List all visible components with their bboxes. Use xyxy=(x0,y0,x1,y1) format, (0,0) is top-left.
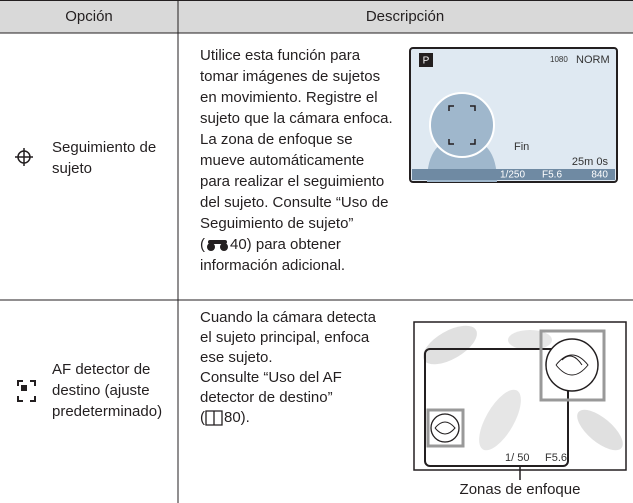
description-line: Seguimiento de sujeto” xyxy=(200,215,353,232)
screen-text: Fin xyxy=(514,141,529,153)
description-line: Utilice esta función para xyxy=(200,47,361,64)
description-line: ( xyxy=(200,409,205,426)
description-line: 80). xyxy=(224,409,250,426)
screen-text: 840 xyxy=(591,170,608,181)
header-cell: Descripción xyxy=(366,8,444,25)
screen-text: F5.6 xyxy=(545,452,567,464)
header-cell: Opción xyxy=(65,8,113,25)
screen-text: 1080 xyxy=(550,55,568,64)
header-bg xyxy=(0,0,633,33)
target-icon xyxy=(17,380,36,402)
description-line: ese sujeto. xyxy=(200,349,273,366)
book-icon xyxy=(205,410,223,426)
option-text: Seguimiento de xyxy=(52,139,156,156)
screen-text: F5.6 xyxy=(542,170,562,181)
description-line: 40) para obtener xyxy=(230,236,341,253)
option-text: sujeto xyxy=(52,160,92,177)
tracking-icon xyxy=(15,148,33,166)
screen-text: P xyxy=(423,56,430,67)
description-line: en movimiento. Registre el xyxy=(200,89,378,106)
callout-label: Zonas de enfoque xyxy=(460,481,581,498)
screen-text: 25m 0s xyxy=(572,156,609,168)
description-line: tomar imágenes de sujetos xyxy=(200,68,380,85)
description-line: Consulte “Uso del AF xyxy=(200,369,342,386)
option-text: destino (ajuste xyxy=(52,382,150,399)
description-line: detector de destino” xyxy=(200,389,333,406)
option-text: AF detector de xyxy=(52,361,150,378)
description-line: Cuando la cámara detecta xyxy=(200,309,377,326)
description-line: para realizar el seguimiento xyxy=(200,173,384,190)
description-line: mueve automáticamente xyxy=(200,152,364,169)
description-line: el sujeto principal, enfoca xyxy=(200,329,370,346)
description-line: del sujeto. Consulte “Uso de xyxy=(200,194,388,211)
description-line: ( xyxy=(200,236,205,253)
camera-screen xyxy=(409,47,618,183)
reference-icon xyxy=(207,240,228,251)
screen-text: 1/250 xyxy=(500,170,525,181)
description-line: información adicional. xyxy=(200,257,345,274)
description-line: sujeto que la cámara enfoca. xyxy=(200,110,393,127)
description-line: La zona de enfoque se xyxy=(200,131,353,148)
screen-text: NORM xyxy=(576,54,610,66)
camera-screen xyxy=(413,321,627,480)
screen-text: 1/ 50 xyxy=(505,452,529,464)
option-text: predeterminado) xyxy=(52,403,162,420)
